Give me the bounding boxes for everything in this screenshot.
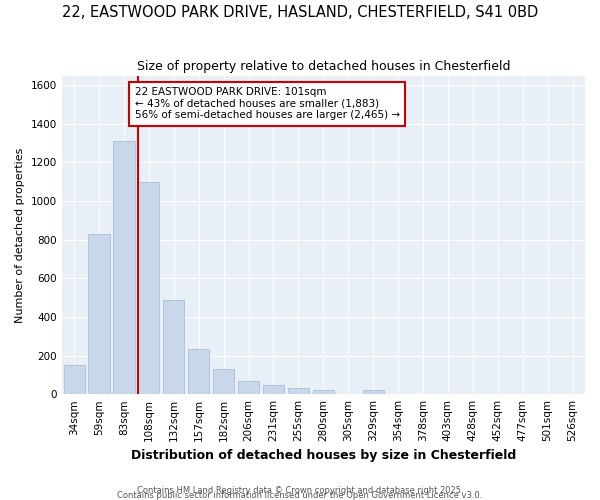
Bar [64,365,85,394]
Bar [163,300,184,394]
Bar [213,369,234,394]
Text: 22, EASTWOOD PARK DRIVE, HASLAND, CHESTERFIELD, S41 0BD: 22, EASTWOOD PARK DRIVE, HASLAND, CHESTE… [62,5,538,20]
X-axis label: Distribution of detached houses by size in Chesterfield: Distribution of detached houses by size … [131,450,516,462]
Text: Contains public sector information licensed under the Open Government Licence v3: Contains public sector information licen… [118,490,482,500]
Bar [138,182,160,394]
Bar [113,141,134,394]
Bar [263,386,284,394]
Bar [88,234,110,394]
Text: Contains HM Land Registry data © Crown copyright and database right 2025.: Contains HM Land Registry data © Crown c… [137,486,463,495]
Text: 22 EASTWOOD PARK DRIVE: 101sqm
← 43% of detached houses are smaller (1,883)
56% : 22 EASTWOOD PARK DRIVE: 101sqm ← 43% of … [134,87,400,120]
Bar [188,349,209,394]
Bar [288,388,309,394]
Bar [313,390,334,394]
Bar [238,380,259,394]
Bar [362,390,384,394]
Title: Size of property relative to detached houses in Chesterfield: Size of property relative to detached ho… [137,60,510,73]
Y-axis label: Number of detached properties: Number of detached properties [15,147,25,322]
